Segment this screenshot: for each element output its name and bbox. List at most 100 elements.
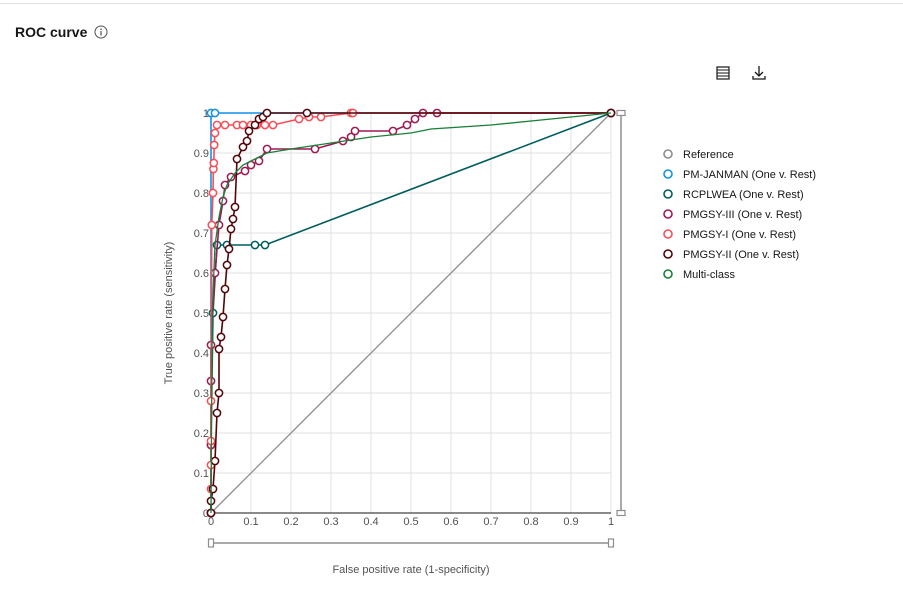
zoom-sliders[interactable] xyxy=(207,109,626,548)
legend-item[interactable]: PMGSY-I (One v. Rest) xyxy=(663,229,796,241)
data-point[interactable] xyxy=(212,408,222,418)
legend-item[interactable]: Multi-class xyxy=(663,269,735,281)
data-point[interactable] xyxy=(242,136,252,146)
data-point[interactable] xyxy=(250,240,260,250)
data-point[interactable] xyxy=(209,158,219,168)
data-point[interactable] xyxy=(210,128,220,138)
series-pmgsy-iii-one-v-rest xyxy=(206,108,616,518)
legend-label: RCPLWEA (One v. Rest) xyxy=(683,189,804,201)
data-point[interactable] xyxy=(238,120,248,130)
y-zoom-handle-start[interactable] xyxy=(616,509,626,517)
legend-marker xyxy=(663,269,673,279)
data-point[interactable] xyxy=(262,108,272,118)
data-point[interactable] xyxy=(402,120,412,130)
top-divider xyxy=(0,3,903,4)
y-tick-label: 0.6 xyxy=(194,268,209,280)
page-title: ROC curve xyxy=(15,24,88,40)
x-zoom-handle-start[interactable] xyxy=(207,538,215,548)
chart-header: ROC curve xyxy=(15,24,108,40)
data-point[interactable] xyxy=(410,114,420,124)
data-point[interactable] xyxy=(262,144,272,154)
data-point[interactable] xyxy=(212,120,222,130)
legend-item[interactable]: PMGSY-III (One v. Rest) xyxy=(663,209,802,221)
data-point[interactable] xyxy=(224,244,234,254)
x-tick-label: 0.1 xyxy=(243,516,258,528)
y-tick-label: 0.2 xyxy=(194,428,209,440)
series-multi-class xyxy=(210,112,612,514)
y-tick-label: 0.9 xyxy=(194,148,209,160)
data-point[interactable] xyxy=(316,112,326,122)
data-point[interactable] xyxy=(350,126,360,136)
data-point[interactable] xyxy=(206,396,216,406)
y-zoom-handle-end[interactable] xyxy=(616,109,626,117)
download-icon[interactable] xyxy=(750,64,768,82)
series-reference xyxy=(210,112,612,514)
x-tick-label: 1 xyxy=(608,516,614,528)
series-line xyxy=(210,112,612,514)
y-tick-label: 0.8 xyxy=(194,188,209,200)
legend-label: PMGSY-I (One v. Rest) xyxy=(683,229,796,241)
data-point[interactable] xyxy=(208,188,218,198)
legend-label: Reference xyxy=(683,149,734,161)
data-point[interactable] xyxy=(388,126,398,136)
series-line xyxy=(210,112,612,514)
data-point[interactable] xyxy=(210,456,220,466)
info-icon[interactable] xyxy=(94,25,108,39)
y-tick-label: 0.1 xyxy=(194,468,209,480)
x-tick-label: 0.5 xyxy=(403,516,418,528)
x-zoom-handle-end[interactable] xyxy=(607,538,615,548)
legend-marker xyxy=(663,149,673,159)
legend-label: PM-JANMAN (One v. Rest) xyxy=(683,169,816,181)
legend-marker xyxy=(663,169,673,179)
data-point[interactable] xyxy=(222,260,232,270)
data-point[interactable] xyxy=(250,120,260,130)
data-point[interactable] xyxy=(240,166,250,176)
legend-label: Multi-class xyxy=(683,269,735,281)
data-point[interactable] xyxy=(214,344,224,354)
legend-marker xyxy=(663,209,673,219)
legend-marker xyxy=(663,229,673,239)
data-point[interactable] xyxy=(214,220,224,230)
data-point[interactable] xyxy=(268,120,278,130)
data-point[interactable] xyxy=(230,202,240,212)
data-point[interactable] xyxy=(216,332,226,342)
chart-toolbar xyxy=(714,64,768,82)
data-point[interactable] xyxy=(210,268,220,278)
chart-series xyxy=(206,108,616,518)
data-point[interactable] xyxy=(220,120,230,130)
y-tick-label: 0.4 xyxy=(194,348,209,360)
chart-legend: Reference PM-JANMAN (One v. Rest) RCPLWEA … xyxy=(663,149,816,281)
y-tick-label: 0 xyxy=(203,508,209,520)
data-point[interactable] xyxy=(214,388,224,398)
data-point[interactable] xyxy=(232,154,242,164)
data-point[interactable] xyxy=(218,312,228,322)
data-point[interactable] xyxy=(207,220,217,230)
data-point[interactable] xyxy=(220,284,230,294)
data-point[interactable] xyxy=(260,120,270,130)
data-point[interactable] xyxy=(209,140,219,150)
legend-item[interactable]: PM-JANMAN (One v. Rest) xyxy=(663,169,816,181)
data-point[interactable] xyxy=(238,142,248,152)
legend-marker xyxy=(663,249,673,259)
y-tick-label: 0.5 xyxy=(194,308,209,320)
x-tick-label: 0.9 xyxy=(563,516,578,528)
y-axis-label: True positive rate (sensitivity) xyxy=(163,242,175,385)
data-point[interactable] xyxy=(310,144,320,154)
data-point[interactable] xyxy=(302,108,312,118)
data-point[interactable] xyxy=(260,240,270,250)
table-icon[interactable] xyxy=(714,64,732,82)
x-tick-label: 0.8 xyxy=(523,516,538,528)
x-tick-label: 0 xyxy=(208,516,214,528)
legend-item[interactable]: RCPLWEA (One v. Rest) xyxy=(663,189,804,201)
data-point[interactable] xyxy=(294,114,304,124)
legend-item[interactable]: Reference xyxy=(663,149,734,161)
y-tick-label: 0.3 xyxy=(194,388,209,400)
x-tick-label: 0.7 xyxy=(483,516,498,528)
data-point[interactable] xyxy=(228,214,238,224)
x-axis-label: False positive rate (1-specificity) xyxy=(332,564,489,576)
data-point[interactable] xyxy=(210,108,220,118)
legend-item[interactable]: PMGSY-II (One v. Rest) xyxy=(663,249,799,261)
data-point[interactable] xyxy=(226,224,236,234)
data-point[interactable] xyxy=(244,126,254,136)
